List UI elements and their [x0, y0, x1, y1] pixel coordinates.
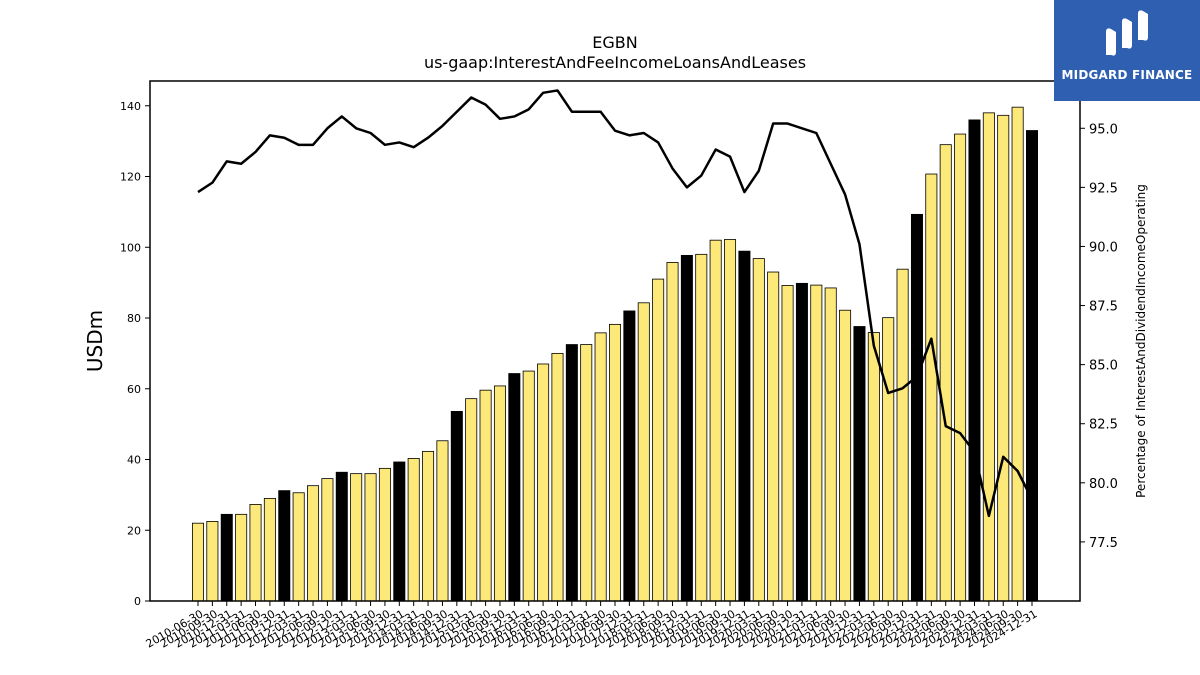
bar: [910, 213, 923, 602]
bar: [752, 258, 765, 602]
bar: [565, 344, 578, 602]
bar: [882, 317, 895, 602]
bar: [335, 471, 348, 602]
x-axis: 2010-06-302010-09-302010-12-312011-03-31…: [144, 601, 1040, 651]
percentage-line: [197, 89, 1034, 518]
y-tick-label: 100: [120, 241, 141, 254]
bar: [493, 385, 506, 602]
bar: [954, 133, 967, 602]
bar: [249, 504, 262, 602]
chart-title: EGBN: [592, 33, 637, 52]
bar: [968, 119, 981, 602]
bar: [824, 287, 837, 602]
bar: [637, 302, 650, 602]
bar: [680, 254, 693, 602]
bar: [853, 326, 866, 602]
bar: [407, 458, 420, 602]
y-tick-label: 140: [120, 100, 141, 113]
y-tick-label: 120: [120, 171, 141, 184]
bar: [321, 478, 334, 602]
bar: [594, 332, 607, 602]
y2-tick-label: 90.0: [1089, 240, 1118, 255]
y2-tick-label: 77.5: [1089, 536, 1118, 551]
bar: [206, 521, 219, 602]
bar: [982, 112, 995, 602]
bar: [220, 513, 233, 602]
y2-tick-label: 95.0: [1089, 122, 1118, 137]
bar: [623, 310, 636, 602]
brand-name: MIDGARD FINANCE: [1061, 68, 1193, 82]
bar: [263, 498, 276, 602]
bar: [465, 398, 478, 602]
bar: [609, 323, 622, 602]
bar: [508, 373, 521, 602]
bar: [795, 282, 808, 602]
chart-subtitle: us-gaap:InterestAndFeeIncomeLoansAndLeas…: [424, 53, 806, 72]
bar: [422, 450, 435, 602]
y2-tick-label: 82.5: [1089, 418, 1118, 433]
bar-series: [191, 106, 1039, 602]
bar: [393, 461, 406, 602]
bar: [580, 344, 593, 602]
bar: [810, 284, 823, 602]
bar: [1011, 106, 1024, 602]
bar: [666, 262, 679, 602]
bar: [781, 285, 794, 602]
y2-tick-label: 85.0: [1089, 359, 1118, 374]
y-axis-label: USDm: [83, 310, 107, 372]
bar: [537, 363, 550, 602]
bar: [925, 173, 938, 602]
midgard-logo-icon: [1106, 10, 1148, 56]
bar: [652, 278, 665, 602]
bar: [867, 332, 880, 602]
bar: [364, 473, 377, 602]
bar: [997, 114, 1010, 602]
bar: [350, 473, 363, 602]
y-tick-label: 80: [127, 312, 141, 325]
bar: [522, 370, 535, 602]
brand-logo: MIDGARD FINANCE: [1054, 0, 1200, 101]
bar: [278, 490, 291, 602]
bar: [839, 309, 852, 602]
bar: [695, 253, 708, 602]
bar: [479, 389, 492, 602]
y2-tick-label: 87.5: [1089, 300, 1118, 315]
y-tick-label: 0: [134, 595, 141, 608]
bar: [1026, 130, 1039, 602]
bar: [767, 271, 780, 602]
bar: [709, 239, 722, 602]
bar: [896, 268, 909, 602]
y-tick-label: 20: [127, 524, 141, 537]
bar: [436, 440, 449, 602]
bar: [307, 485, 320, 602]
bar: [292, 492, 305, 602]
bar: [191, 522, 204, 602]
bar: [551, 352, 564, 602]
left-axis: 0 20 40 60 80 100 120 140: [120, 100, 150, 608]
y2-tick-label: 80.0: [1089, 477, 1118, 492]
bar: [939, 144, 952, 602]
bar: [235, 513, 248, 602]
y-tick-label: 40: [127, 454, 141, 467]
y-tick-label: 60: [127, 383, 141, 396]
bar: [724, 239, 737, 602]
bar: [450, 410, 463, 602]
y2-axis-label: Percentage of InterestAndDividendIncomeO…: [1134, 184, 1148, 498]
y2-tick-label: 92.5: [1089, 181, 1118, 196]
right-axis: 77.5 80.0 82.5 85.0 87.5 90.0 92.5 95.0: [1080, 122, 1118, 551]
bar: [738, 250, 751, 602]
bar: [378, 467, 391, 602]
